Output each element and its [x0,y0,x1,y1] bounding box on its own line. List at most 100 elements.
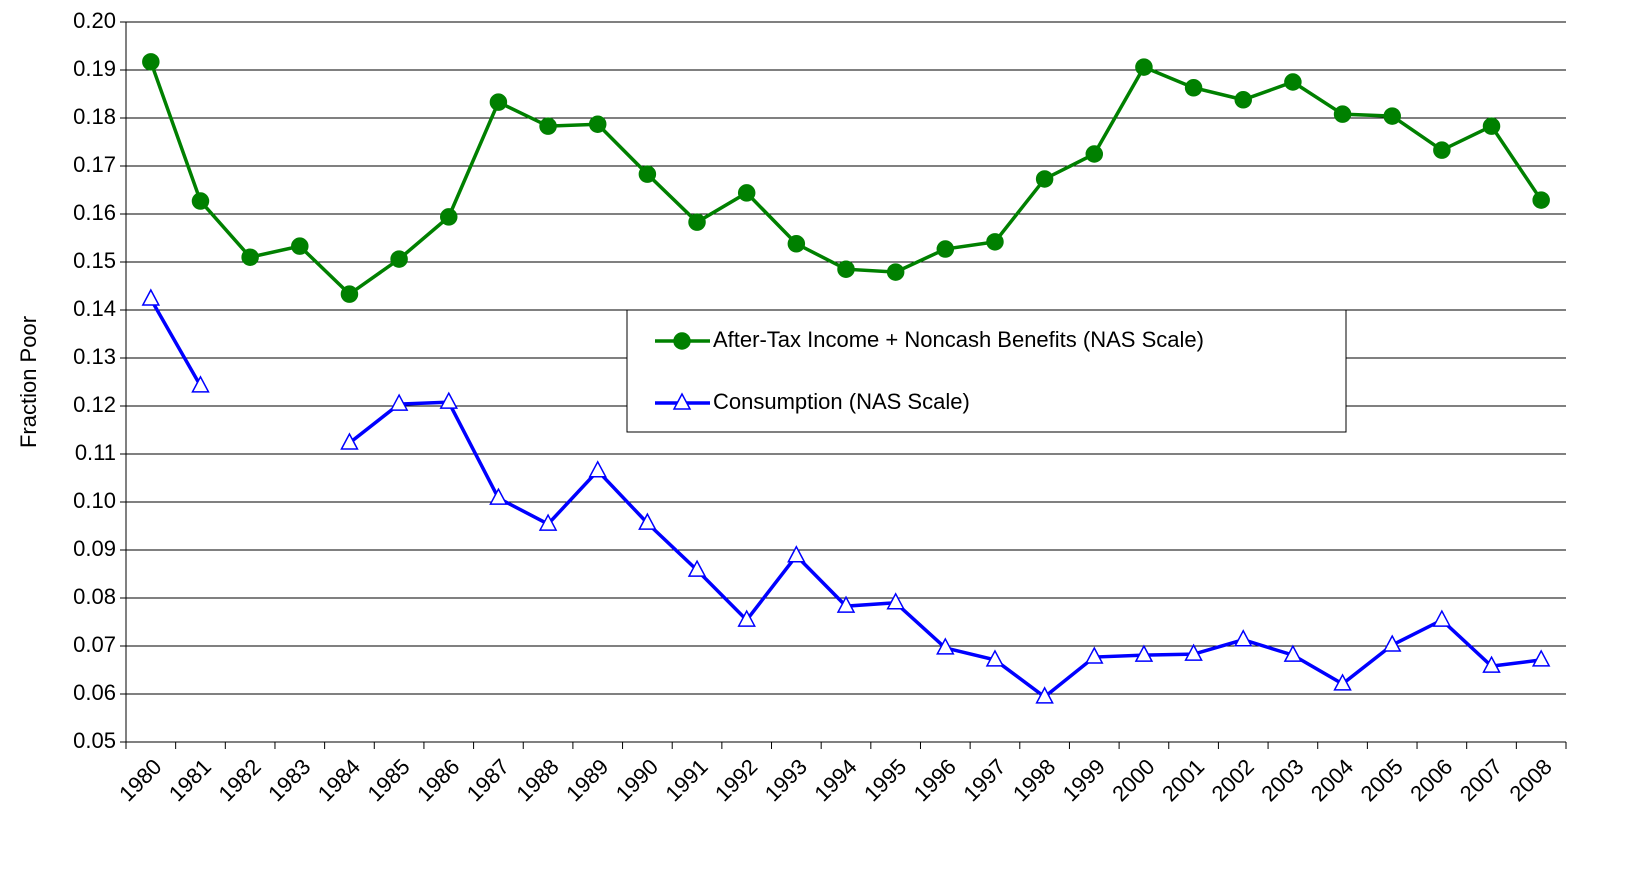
y-tick-label: 0.07 [73,632,116,657]
y-tick-label: 0.18 [73,104,116,129]
x-tick-label: 2004 [1306,754,1358,806]
data-point [1482,655,1501,673]
legend-marker [673,332,691,350]
y-tick-label: 0.12 [73,392,116,417]
data-point [241,248,259,266]
x-tick-label: 1992 [710,754,762,806]
x-tick-label: 2000 [1107,754,1159,806]
data-point [440,208,458,226]
x-tick-label: 2007 [1455,754,1507,806]
legend-marker [672,392,692,410]
data-point [588,460,607,478]
data-point [737,609,756,627]
data-point [688,213,706,231]
data-point [936,637,955,655]
x-tick-label: 1986 [412,754,464,806]
data-point [1433,141,1451,159]
data-point [985,649,1005,667]
y-tick-label: 0.09 [73,536,116,561]
x-tick-label: 1984 [313,754,365,806]
x-tick-label: 1996 [909,754,961,806]
data-point [886,592,905,610]
x-tick-label: 1995 [859,754,911,806]
y-tick-label: 0.11 [75,440,116,465]
x-tick-label: 2006 [1405,754,1457,806]
data-point [787,545,806,563]
data-point [489,93,508,111]
legend-box [626,309,1347,433]
x-tick-label: 1994 [809,754,861,806]
y-tick-label: 0.20 [73,8,116,33]
data-point [191,192,210,210]
x-tick-label: 2002 [1207,754,1259,806]
data-point [1085,646,1104,664]
data-point [886,263,905,281]
y-tick-label: 0.17 [73,152,116,177]
y-tick-label: 0.05 [73,728,116,753]
x-tick-label: 1998 [1008,754,1060,806]
data-point [837,260,855,278]
x-tick-label: 1980 [114,754,166,806]
x-tick-label: 2003 [1256,754,1308,806]
data-point [687,559,707,577]
x-tick-label: 1981 [164,754,216,806]
data-point [1234,91,1252,109]
y-axis-title: Fraction Poor [16,316,41,448]
data-point [538,513,558,531]
data-point [1283,644,1303,662]
data-point [1284,73,1302,91]
x-tick-label: 1989 [561,754,613,806]
data-point [737,184,756,202]
data-point [291,237,309,255]
data-point [539,117,557,135]
data-point [1135,58,1153,76]
x-tick-label: 1982 [213,754,265,806]
data-point [340,285,359,303]
data-point [1432,609,1452,627]
legend-label: Consumption (NAS Scale) [713,389,970,414]
data-point [936,240,955,258]
y-tick-label: 0.06 [73,680,116,705]
legend-label: After-Tax Income + Noncash Benefits (NAS… [713,327,1204,352]
x-tick-label: 1985 [362,754,414,806]
y-tick-label: 0.08 [73,584,116,609]
data-point [340,432,359,450]
y-tick-label: 0.15 [73,248,116,273]
x-tick-label: 1991 [660,754,712,806]
data-point [986,233,1004,251]
data-point [389,393,409,411]
x-tick-label: 1987 [462,754,514,806]
x-tick-label: 1983 [263,754,315,806]
data-point [142,53,160,71]
x-tick-label: 1993 [760,754,812,806]
x-tick-label: 1997 [958,754,1010,806]
data-point [1482,117,1501,135]
data-point [1532,191,1550,209]
data-point [489,487,508,505]
data-point [1035,686,1054,704]
data-point [1233,629,1253,647]
x-tick-label: 2005 [1356,754,1408,806]
data-point [638,165,657,183]
data-point [141,288,161,306]
y-tick-label: 0.14 [73,296,116,321]
data-point [787,235,806,253]
data-point [588,115,607,133]
data-point [1383,107,1401,125]
data-point [1184,643,1203,661]
data-point [1333,105,1352,123]
x-tick-label: 1999 [1058,754,1110,806]
data-point [1333,673,1352,691]
data-point [836,595,856,613]
y-tick-label: 0.10 [73,488,116,513]
y-tick-label: 0.13 [73,344,116,369]
x-tick-label: 1990 [611,754,663,806]
y-tick-label: 0.16 [73,200,116,225]
data-point [439,391,459,409]
data-point [390,250,408,268]
data-point [1134,644,1154,662]
data-point [191,375,210,393]
data-point [1184,79,1203,97]
y-tick-label: 0.19 [73,56,116,81]
